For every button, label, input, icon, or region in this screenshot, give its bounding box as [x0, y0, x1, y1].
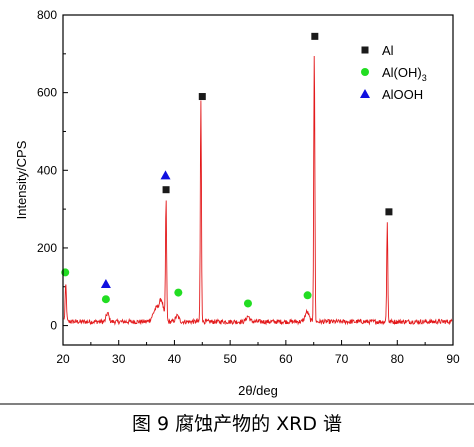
xrd-pattern-line [63, 55, 453, 326]
x-axis-title: 2θ/deg [238, 383, 278, 398]
legend-square-marker [361, 46, 369, 54]
circle-phase-marker [303, 291, 312, 300]
y-tick-label: 800 [37, 8, 57, 22]
x-tick-label: 70 [335, 352, 349, 366]
x-tick-label: 50 [223, 352, 237, 366]
y-tick-label: 0 [50, 319, 57, 333]
plot-frame [62, 14, 454, 346]
y-axis-title: Intensity/CPS [14, 140, 29, 219]
square-phase-marker [385, 208, 393, 216]
x-tick-label: 90 [446, 352, 460, 366]
x-tick-label: 40 [168, 352, 182, 366]
phase-markers [61, 32, 393, 308]
legend-label: AlOOH [382, 87, 423, 102]
y-tick-label: 400 [37, 163, 57, 177]
x-tick-label: 80 [391, 352, 405, 366]
triangle-phase-marker [100, 279, 111, 289]
circle-phase-marker [101, 295, 110, 304]
legend-label: Al(OH)3 [382, 65, 427, 83]
triangle-phase-marker [160, 170, 171, 180]
y-tick-label: 200 [37, 241, 57, 255]
x-tick-label: 30 [112, 352, 126, 366]
y-tick-label: 600 [37, 86, 57, 100]
x-tick-labels: 20 30 40 50 60 70 80 90 [56, 352, 460, 366]
square-phase-marker [311, 32, 319, 40]
circle-phase-marker [174, 288, 183, 297]
figure-caption: 图 9 腐蚀产物的 XRD 谱 [132, 413, 342, 435]
legend-label: Al [382, 43, 394, 58]
circle-phase-marker [243, 299, 252, 308]
legend-triangle-marker [360, 89, 370, 98]
legend-circle-marker [361, 68, 369, 76]
x-tick-label: 60 [279, 352, 293, 366]
square-phase-marker [162, 186, 170, 194]
square-phase-marker [198, 93, 206, 101]
y-tick-labels: 0 200 400 600 800 [37, 8, 57, 333]
x-tick-label: 20 [56, 352, 70, 366]
legend: Al Al(OH)3 AlOOH [360, 43, 427, 102]
